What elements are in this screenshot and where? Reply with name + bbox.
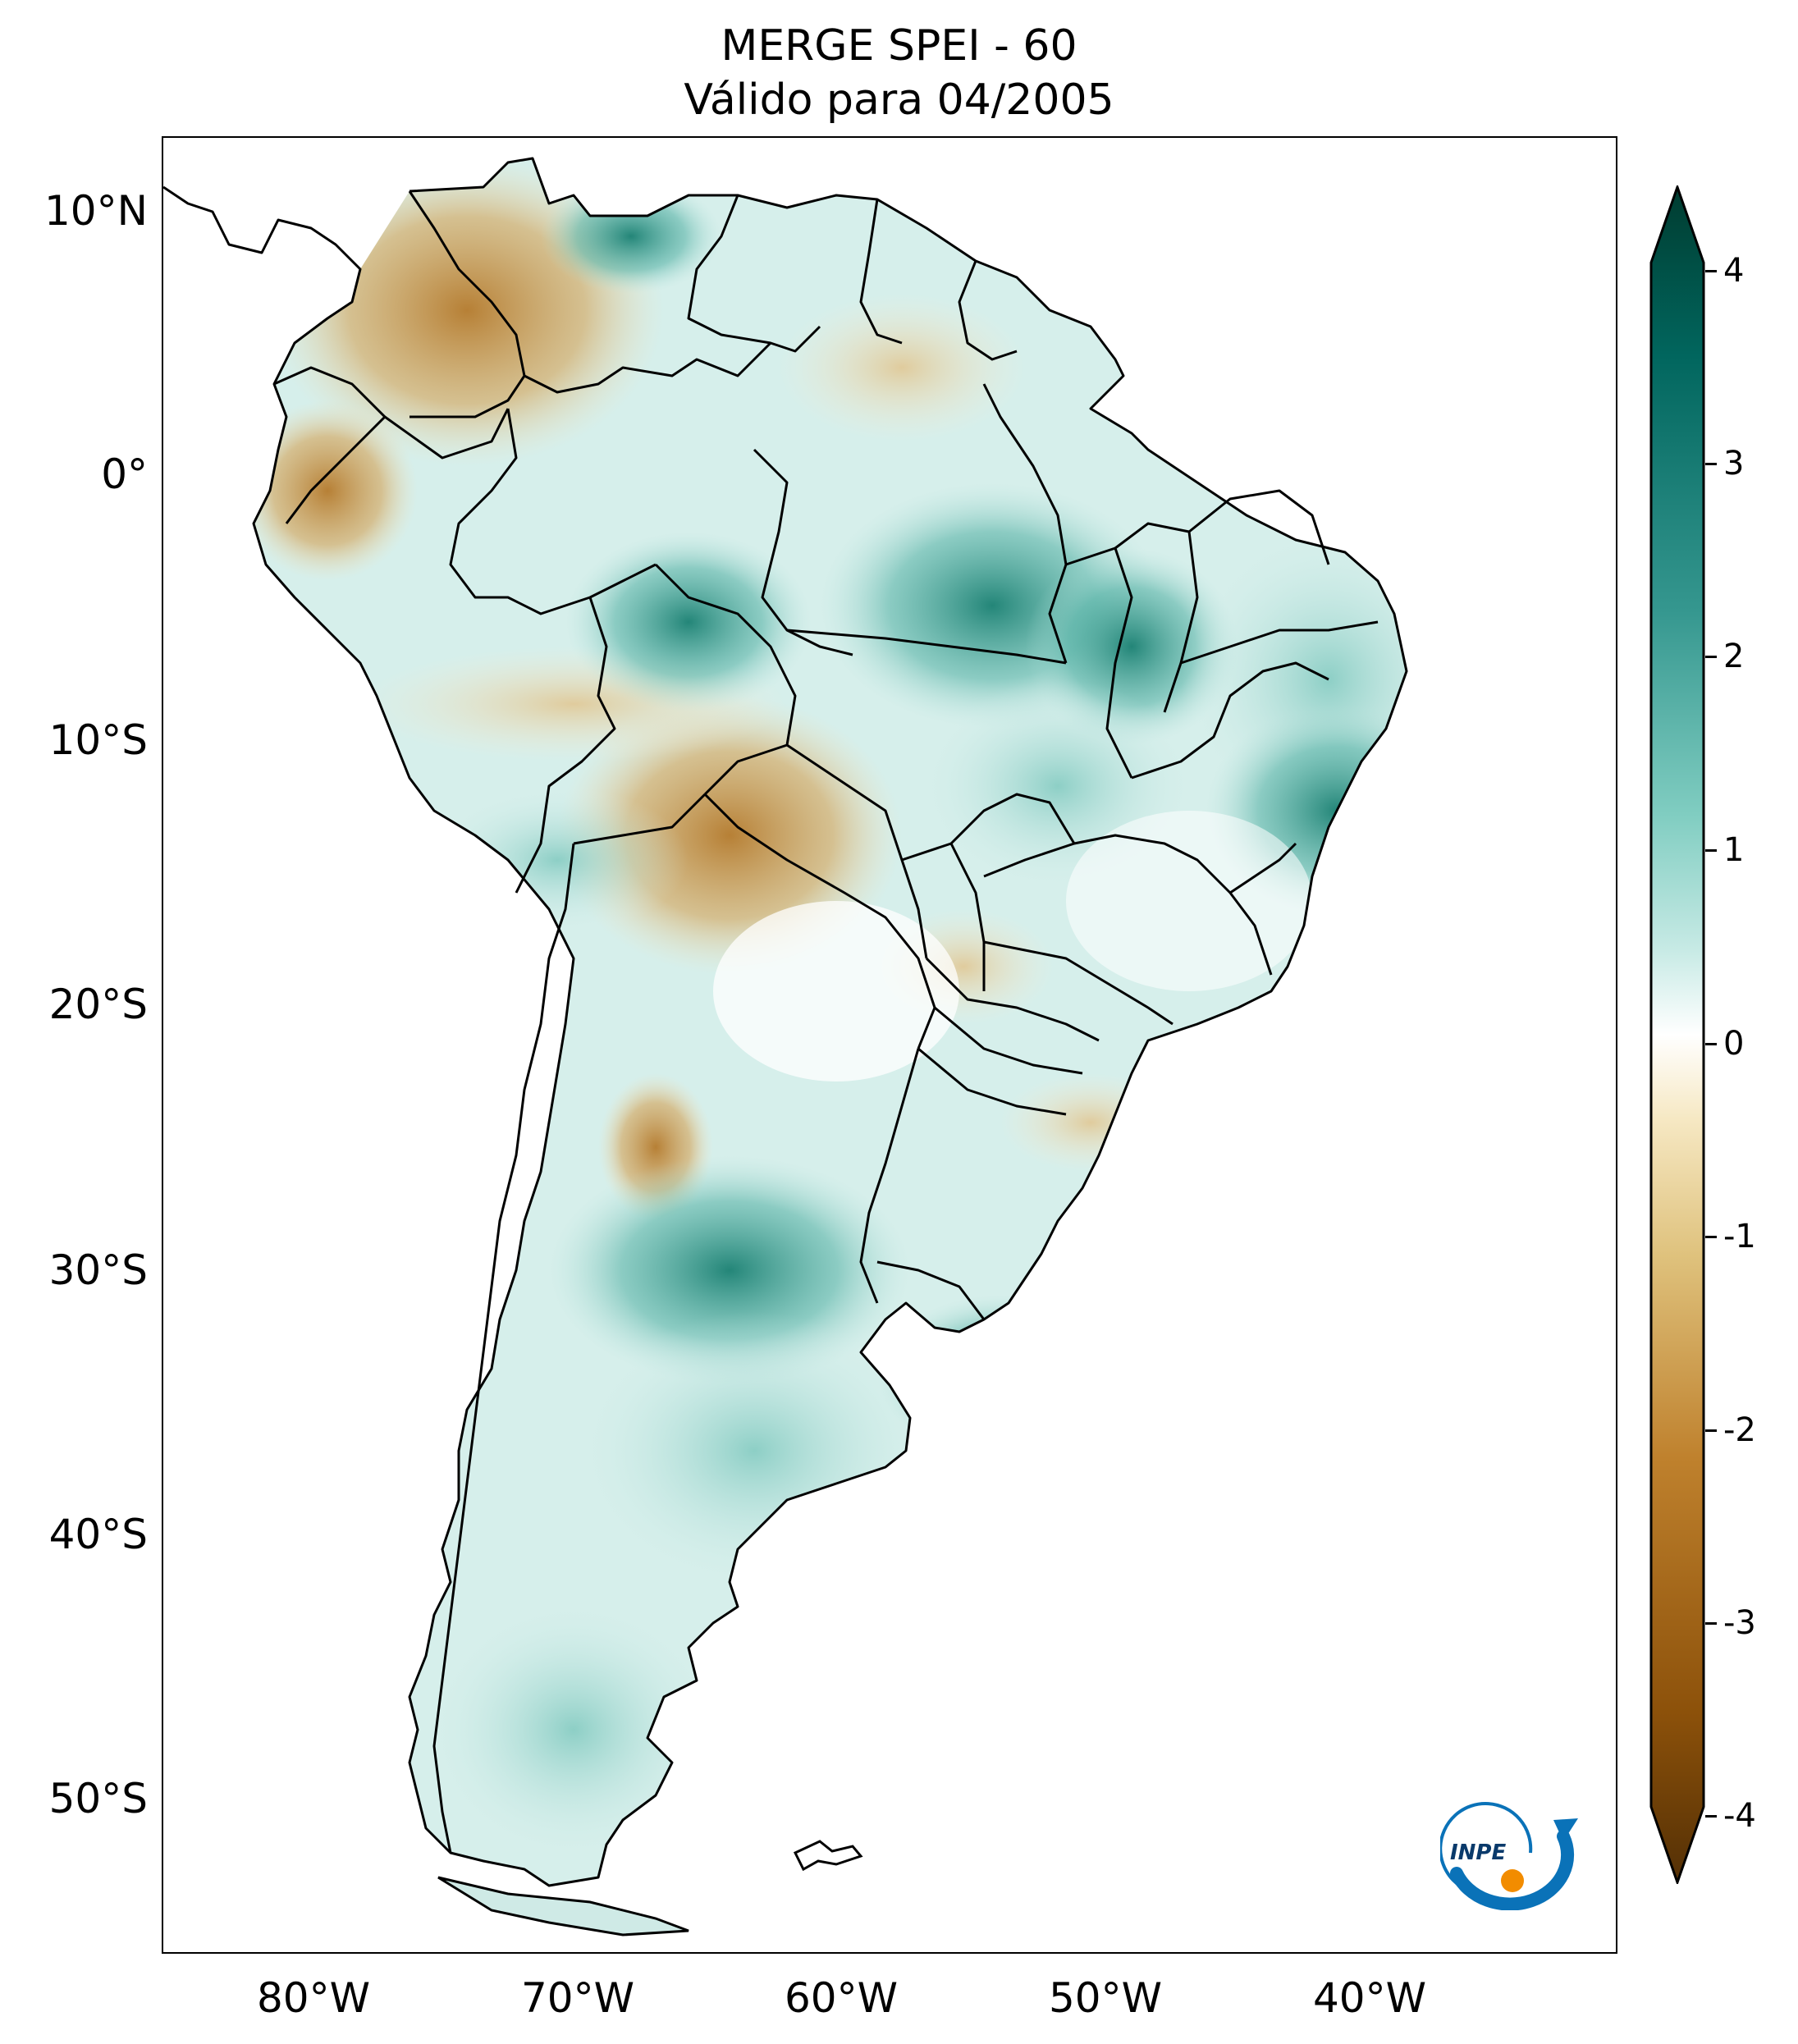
map-canvas: [163, 157, 1408, 1937]
wet-anomaly-uruguay: [877, 1295, 1123, 1459]
colorbar: [1649, 185, 1705, 1884]
logo-text: INPE: [1450, 1841, 1506, 1865]
bolivia-paraguay-border: [573, 793, 707, 845]
coastline: [163, 157, 1408, 1887]
colorbar-tick: [1705, 270, 1717, 272]
colorbar-label: 3: [1723, 445, 1745, 482]
brazil-state-sc: [934, 1006, 1083, 1075]
lon-tick-label: 40°W: [1312, 1974, 1427, 2022]
colorbar-label: 0: [1723, 1025, 1745, 1063]
brazil-state-mg: [983, 834, 1273, 976]
colorbar-label: -4: [1723, 1797, 1756, 1835]
colorbar-tick: [1705, 656, 1717, 658]
colorbar-tick: [1705, 1622, 1717, 1625]
lat-tick-label: 0°: [101, 450, 148, 498]
argentina-uruguay-border: [859, 1048, 920, 1304]
colombia-venezuela-border: [408, 190, 526, 418]
dry-anomaly-ecuador: [254, 400, 418, 581]
brazil-state-para-mt: [786, 629, 1067, 665]
brazil-state-goias: [949, 793, 1076, 845]
uruguay-brazil-border: [876, 1260, 986, 1320]
wet-anomaly-peru: [426, 786, 689, 934]
colorbar-label: -2: [1723, 1411, 1756, 1449]
lon-tick-label: 70°W: [520, 1974, 635, 2022]
colombia-peru-border: [384, 408, 510, 460]
brazil-state-bahia: [1131, 661, 1329, 780]
french-guiana-border: [958, 260, 1018, 361]
dry-anomaly-parana: [1000, 1073, 1181, 1172]
lon-tick-label: 60°W: [784, 1974, 899, 2022]
colorbar-label: -3: [1723, 1604, 1756, 1642]
lat-tick-label: 50°S: [48, 1775, 148, 1822]
spei-field: [254, 158, 1407, 1861]
dry-anomaly-guianas: [779, 294, 1025, 441]
lon-tick-label: 80°W: [256, 1974, 371, 2022]
lat-tick-label: 40°S: [48, 1511, 148, 1558]
colorbar-label: 4: [1723, 252, 1745, 290]
tierra-del-fuego: [437, 1876, 689, 1937]
colorbar-label: 2: [1723, 638, 1745, 675]
political-borders: [273, 190, 1379, 1854]
lat-tick-label: 20°S: [48, 981, 148, 1028]
peru-bolivia-border: [515, 597, 616, 894]
brazil-state-sp: [983, 940, 1174, 1026]
colorbar-tick: [1705, 849, 1717, 852]
falkland-islands: [793, 1840, 863, 1872]
brazil-state-pe-al: [1180, 620, 1379, 665]
map-frame: [162, 136, 1617, 1954]
venezuela-brazil-border: [524, 341, 772, 394]
guyana-border: [687, 194, 821, 353]
brazil-state-ma-pi: [1114, 522, 1199, 713]
paraguay-argentina-border: [703, 793, 936, 1049]
colorbar-label: -1: [1723, 1218, 1756, 1255]
neutral-patch-cerrado: [1066, 811, 1312, 991]
brazil-state-ce-rn: [1188, 489, 1330, 565]
brazil-state-amazonas-para: [753, 448, 853, 656]
brazil-north-border: [449, 408, 657, 615]
neutral-patch-chaco: [713, 901, 959, 1081]
colorbar-gradient: [1649, 185, 1705, 1884]
bolivia-brazil-border: [654, 563, 797, 796]
lat-tick-label: 30°S: [48, 1246, 148, 1294]
colorbar-tick: [1705, 463, 1717, 465]
colorbar-tick: [1705, 1236, 1717, 1238]
inpe-logo-icon: INPE: [1440, 1802, 1578, 1910]
brazil-state-rj-es: [1229, 842, 1297, 894]
lat-tick-label: 10°N: [43, 187, 148, 235]
colorbar-tick: [1705, 1815, 1717, 1818]
colorbar-label: 1: [1723, 831, 1745, 869]
colorbar-tick: [1705, 1043, 1717, 1045]
paraguay-brazil-border: [786, 743, 928, 959]
wet-anomaly-patagonia: [426, 1598, 721, 1861]
brazil-state-rs: [917, 1047, 1067, 1116]
lat-tick-label: 10°S: [48, 716, 148, 764]
chile-argentina-border: [432, 843, 575, 1854]
suriname-border: [859, 199, 903, 345]
wet-anomaly-amazonas: [565, 532, 812, 712]
wet-anomaly-pampas: [574, 1311, 935, 1590]
brazil-state-tocantins: [1065, 546, 1133, 779]
brazil-state-pr: [925, 957, 1100, 1042]
lon-tick-label: 50°W: [1048, 1974, 1163, 2022]
chart-title-line1: MERGE SPEI - 60: [721, 21, 1077, 71]
brazil-state-para-east: [982, 383, 1068, 664]
chart-title-line2: Válido para 04/2005: [684, 75, 1114, 125]
colorbar-tick: [1705, 1429, 1717, 1432]
brazil-state-ms: [901, 842, 986, 991]
